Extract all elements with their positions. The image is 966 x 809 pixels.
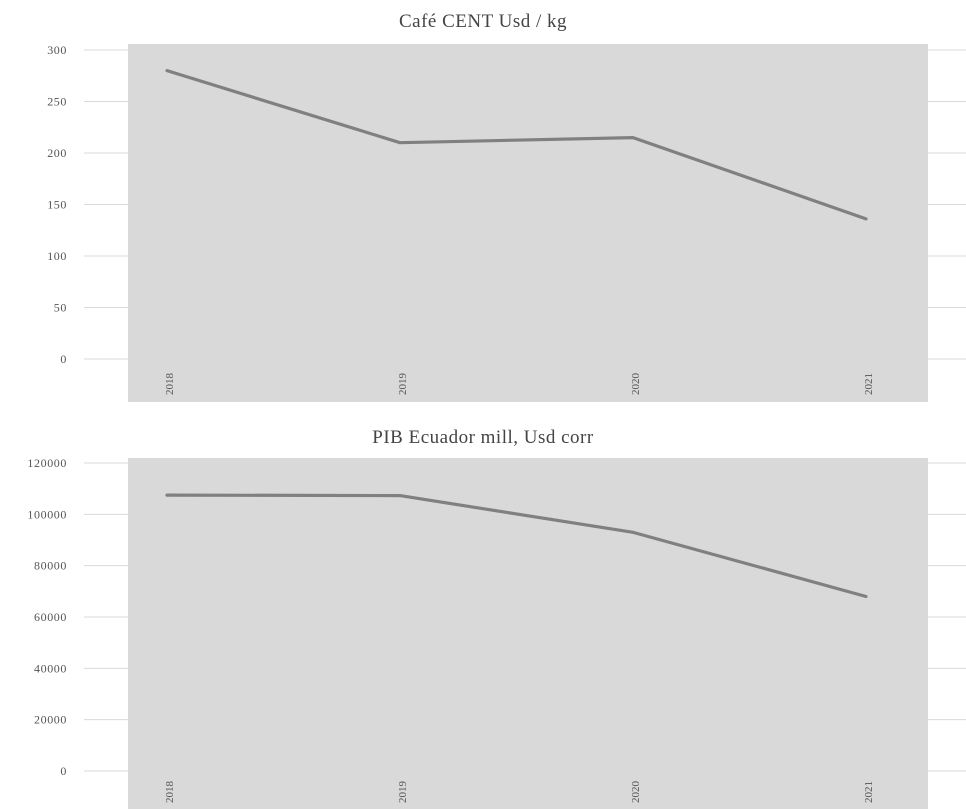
y-tick-label: 80000 [34,559,67,573]
y-tick-label: 50 [54,301,67,315]
series-line [165,493,868,599]
gridlines [84,49,966,360]
x-tick-label: 2018 [164,373,176,396]
y-tick-label: 0 [60,764,67,778]
x-tick-label: 2018 [164,781,176,804]
chart-title: PIB Ecuador mill, Usd corr [372,427,594,448]
x-axis-ticks: 2018 2019 2020 2021 [164,781,875,804]
x-tick-label: 2019 [397,781,409,804]
series-line [165,68,868,221]
series-layer [165,493,868,599]
y-axis-ticks: 0 50 100 150 200 250 300 [47,43,67,366]
y-tick-label: 40000 [34,661,67,675]
chart-title: Café CENT Usd / kg [399,11,567,32]
y-tick-label: 120000 [27,456,67,470]
y-tick-label: 150 [47,198,67,212]
x-tick-label: 2021 [863,781,875,803]
x-tick-label: 2020 [630,373,642,396]
series-layer [165,68,868,221]
plot-band [128,44,928,402]
y-tick-label: 0 [60,352,67,366]
x-tick-label: 2021 [863,373,875,395]
y-tick-label: 20000 [34,713,67,727]
y-tick-label: 100000 [27,507,67,521]
y-tick-label: 60000 [34,610,67,624]
y-axis-ticks: 0 20000 40000 60000 80000 100000 120000 [27,456,67,778]
y-tick-label: 100 [47,249,67,263]
y-tick-label: 300 [47,43,67,57]
y-tick-label: 250 [47,95,67,109]
y-tick-label: 200 [47,146,67,160]
x-tick-label: 2020 [630,781,642,804]
plot-band [128,458,928,809]
x-axis-ticks: 2018 2019 2020 2021 [164,373,875,396]
x-tick-label: 2019 [397,373,409,396]
coffee-price-chart: 0 50 100 150 200 250 300 2018 2019 2020 2021 Café… [47,11,966,402]
